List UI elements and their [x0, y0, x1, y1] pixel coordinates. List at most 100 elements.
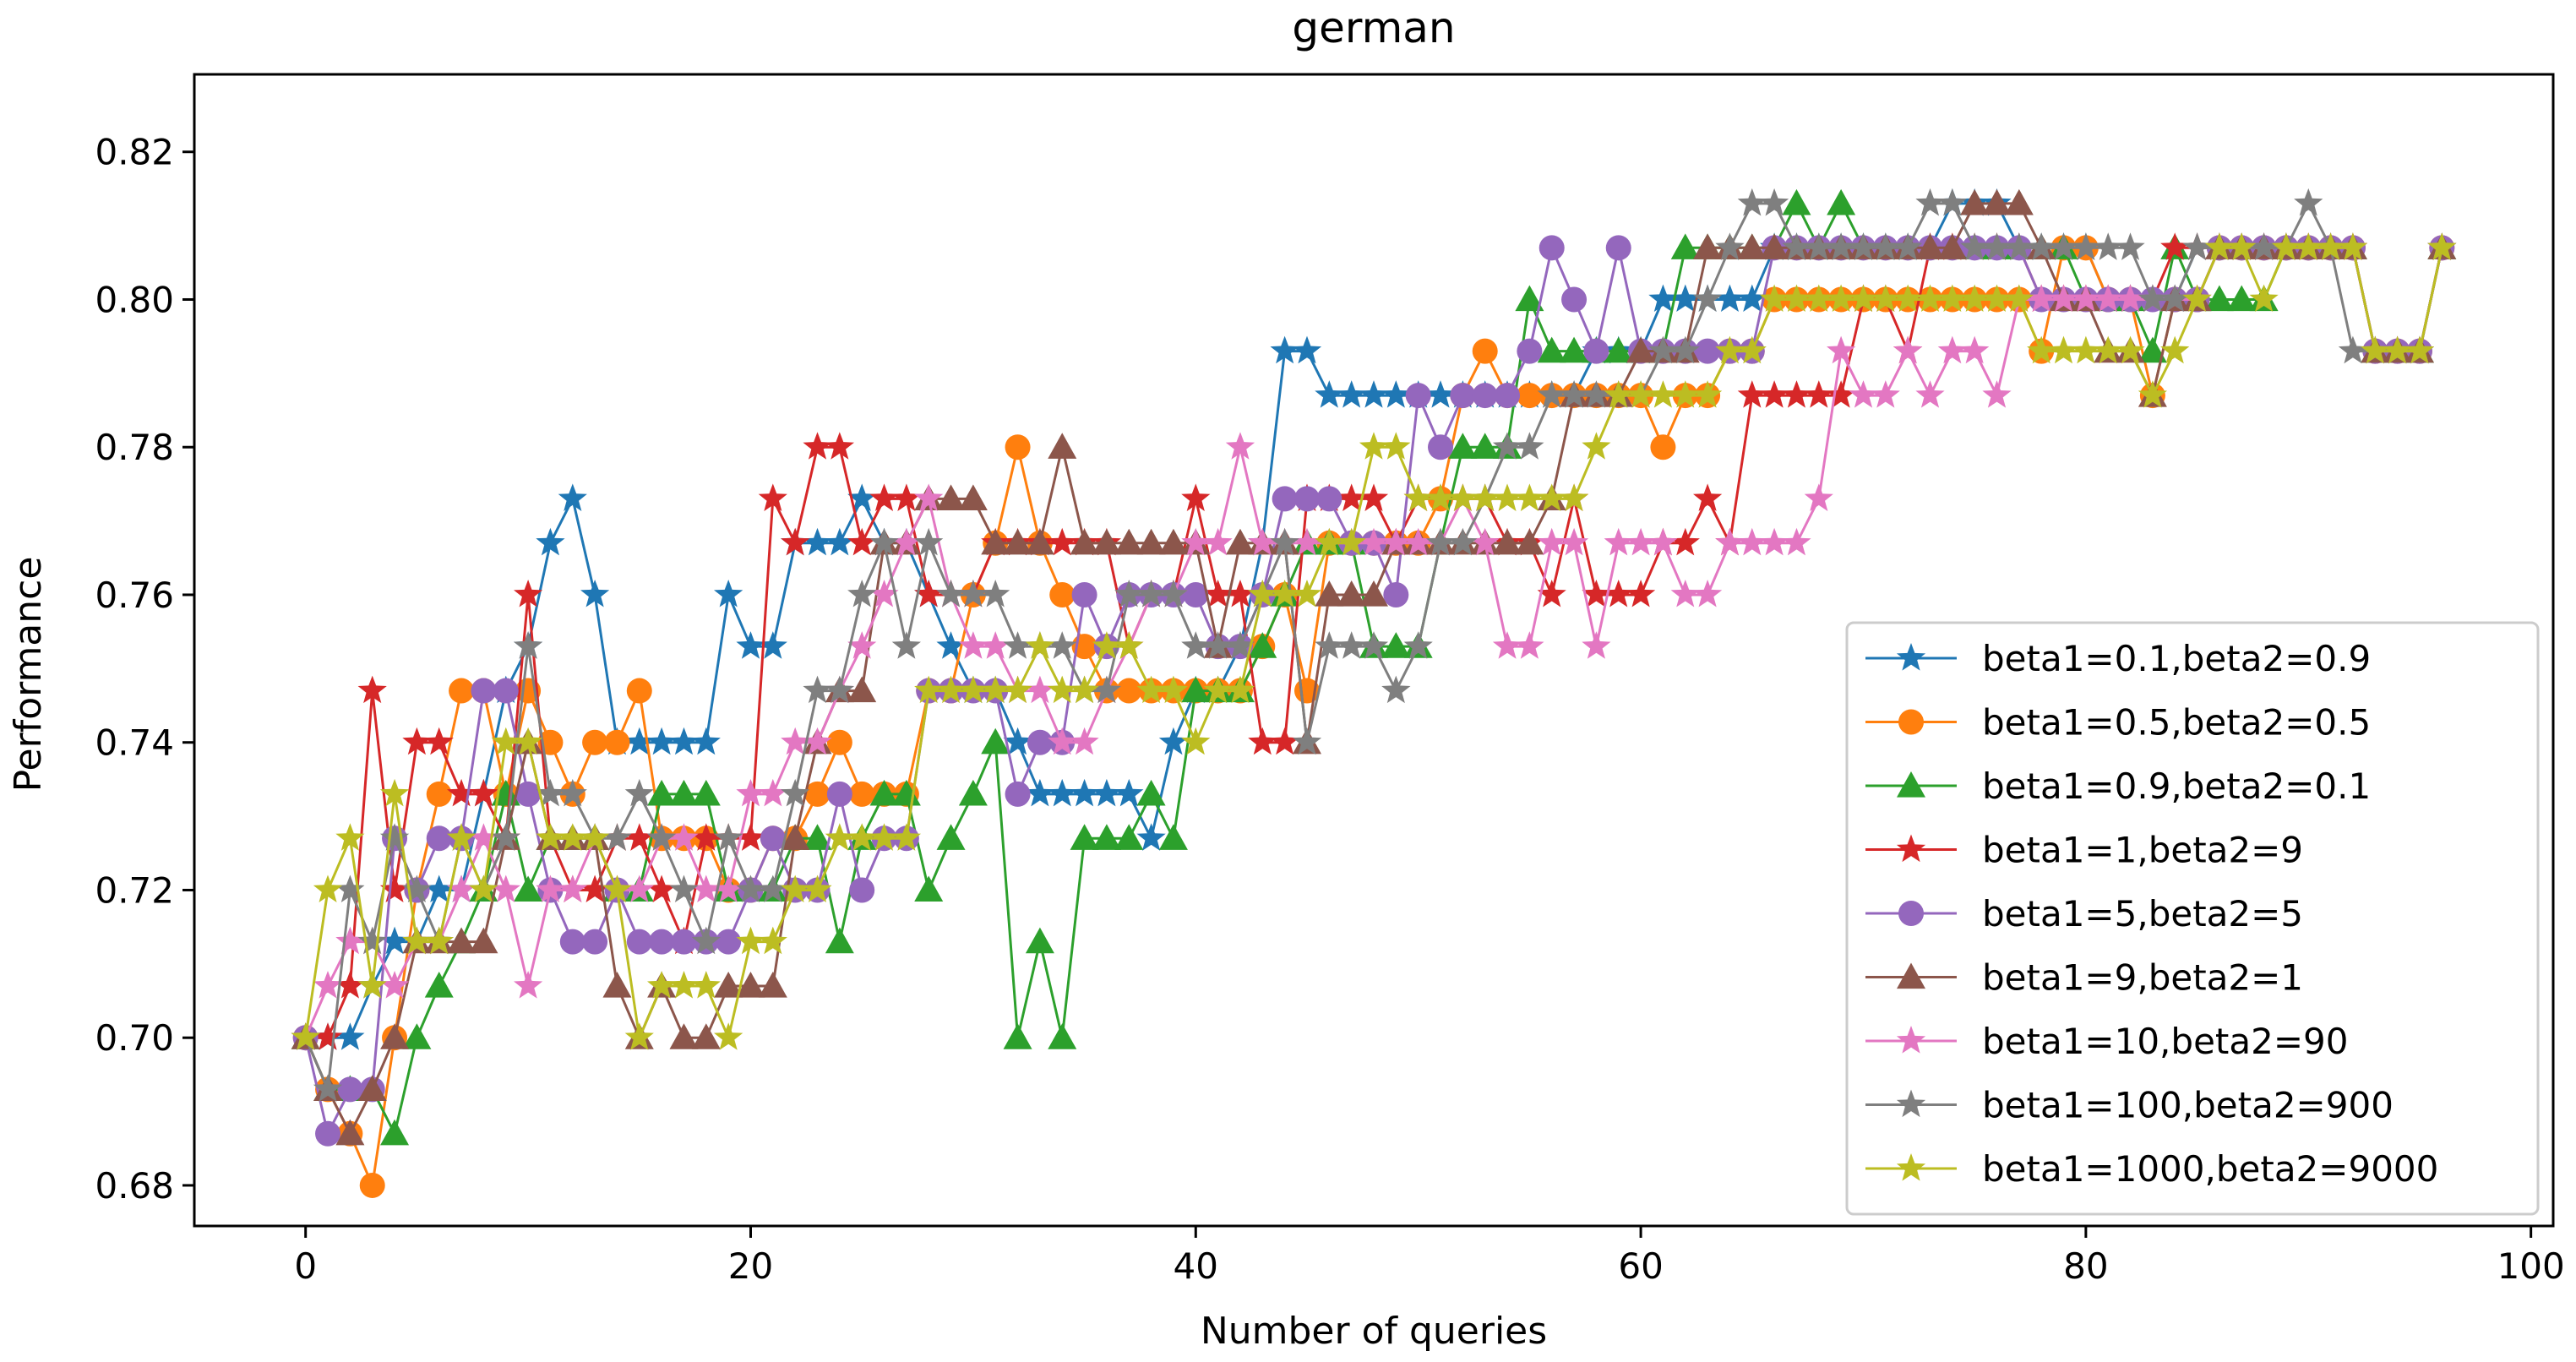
data-point [1403, 483, 1433, 511]
data-point [826, 781, 852, 807]
legend-label: beta1=0.9,beta2=0.1 [1982, 765, 2371, 807]
x-tick-label: 100 [2497, 1245, 2565, 1287]
data-point [803, 527, 832, 556]
data-point [936, 675, 966, 704]
data-point [1695, 338, 1721, 364]
data-point [1071, 581, 1097, 607]
data-point [379, 874, 410, 902]
data-point [1248, 580, 1277, 607]
data-point [1670, 284, 1700, 312]
data-point [1604, 380, 1633, 408]
data-point [826, 729, 852, 755]
data-point [1670, 527, 1700, 556]
data-point [1136, 580, 1166, 607]
data-point [691, 1023, 721, 1049]
data-point [958, 580, 988, 607]
x-tick-label: 60 [1618, 1245, 1663, 1287]
data-point [2049, 284, 2078, 312]
data-point [1737, 380, 1767, 408]
data-point [379, 778, 410, 807]
data-point [803, 727, 832, 755]
data-point [1359, 483, 1389, 511]
data-point [1425, 483, 1456, 511]
data-point [1270, 727, 1299, 755]
y-axis: 0.68 0.70 0.72 0.74 0.76 0.78 0.80 0.82 [95, 132, 194, 1207]
data-point [2138, 284, 2167, 312]
data-point [357, 675, 387, 704]
data-point [1225, 528, 1255, 555]
data-point [1048, 527, 1077, 556]
data-point [315, 1120, 341, 1147]
data-point [426, 825, 452, 852]
data-point [869, 483, 899, 511]
data-point [736, 972, 765, 998]
data-point [1715, 284, 1745, 312]
data-point [1760, 380, 1789, 408]
data-point [1626, 527, 1656, 556]
legend-label: beta1=9,beta2=1 [1982, 957, 2303, 999]
data-point [781, 824, 810, 850]
data-point [2160, 284, 2190, 312]
data-point [1782, 527, 1811, 556]
data-point [1537, 483, 1566, 511]
data-point [1005, 434, 1031, 460]
data-point [2138, 336, 2167, 363]
data-point [691, 926, 721, 955]
data-point [891, 631, 921, 659]
data-point [447, 823, 477, 851]
data-point [1048, 631, 1077, 659]
data-point [1560, 336, 1589, 363]
data-point [1539, 235, 1565, 261]
legend-label: beta1=5,beta2=5 [1982, 893, 2303, 934]
data-point [869, 823, 899, 851]
data-point [1737, 188, 1767, 216]
data-point [1293, 486, 1320, 512]
data-point [1670, 380, 1700, 408]
legend-label: beta1=1,beta2=9 [1982, 830, 2303, 871]
legend-marker [1896, 834, 1926, 863]
data-point [469, 874, 498, 902]
data-point [493, 678, 519, 704]
data-point [357, 971, 387, 999]
data-point [2049, 232, 2078, 260]
data-point [1181, 483, 1211, 511]
data-point [2294, 232, 2323, 260]
legend-item: beta1=5,beta2=5 [1865, 893, 2303, 934]
series-layer [291, 188, 2457, 1198]
data-point [1470, 527, 1500, 556]
y-tick-label: 0.72 [95, 869, 174, 911]
data-point [582, 729, 608, 755]
data-point [1383, 581, 1409, 607]
data-point [1559, 380, 1589, 408]
data-point [1515, 528, 1544, 555]
x-tick-label: 0 [294, 1245, 317, 1287]
data-point [1027, 729, 1053, 755]
legend-label: beta1=100,beta2=900 [1982, 1085, 2394, 1126]
legend: beta1=0.1,beta2=0.9 beta1=0.5,beta2=0.5 be… [1845, 621, 2540, 1216]
data-point [936, 824, 966, 850]
data-point [1225, 432, 1255, 460]
data-point [647, 971, 677, 999]
data-point [1582, 580, 1611, 607]
data-point [1604, 527, 1633, 556]
data-point [402, 727, 432, 755]
data-point [1915, 380, 1945, 408]
data-point [1559, 527, 1589, 556]
data-point [1782, 284, 1811, 312]
data-point [2204, 285, 2234, 312]
data-point [1515, 631, 1544, 659]
data-point [691, 874, 721, 902]
data-point [1158, 727, 1189, 755]
data-point [1470, 483, 1500, 511]
data-point [1005, 781, 1031, 807]
data-point [491, 727, 520, 755]
data-point [1337, 631, 1366, 659]
data-point [379, 823, 410, 851]
x-axis: 0 20 40 60 80 100 [294, 1226, 2565, 1287]
data-point [2383, 335, 2412, 364]
y-tick-label: 0.68 [95, 1165, 174, 1207]
data-point [1092, 631, 1121, 659]
data-point [2027, 232, 2056, 260]
x-tick-label: 80 [2063, 1245, 2108, 1287]
data-point [1381, 432, 1411, 460]
